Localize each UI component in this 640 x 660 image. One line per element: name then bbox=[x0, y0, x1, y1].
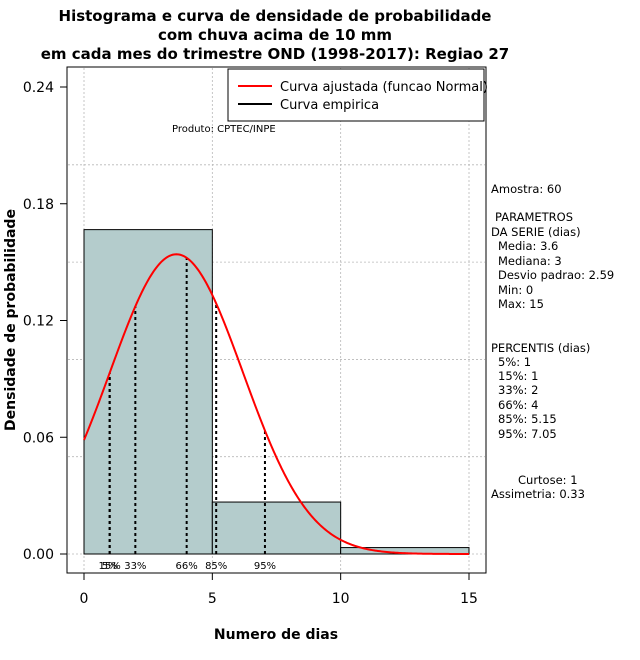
percentile-85: 85%: 5.15 bbox=[498, 412, 557, 426]
percentile-label-4: 85% bbox=[205, 561, 227, 572]
x-tick-label-3: 15 bbox=[460, 591, 478, 607]
histogram-bar-1 bbox=[211, 501, 342, 555]
stat-max: Max: 15 bbox=[498, 297, 544, 311]
y-tick-label-2: 0.12 bbox=[23, 314, 54, 330]
product-annotation: Produto: CPTEC/INPE bbox=[172, 124, 276, 135]
params-title-2: DA SERIE (dias) bbox=[491, 225, 581, 239]
stat-mean: Media: 3.6 bbox=[498, 239, 558, 253]
sample-size: Amostra: 60 bbox=[491, 182, 562, 196]
stat-median: Mediana: 3 bbox=[498, 254, 562, 268]
percentiles-title: PERCENTIS (dias) bbox=[491, 341, 590, 355]
params-title-1: PARAMETROS bbox=[495, 210, 573, 224]
legend-box bbox=[227, 68, 485, 122]
chart-title-line-3: em cada mes do trimestre OND (1998-2017)… bbox=[41, 45, 510, 63]
percentile-66: 66%: 4 bbox=[498, 398, 538, 412]
percentile-label-1: 15% bbox=[99, 561, 121, 572]
x-tick-label-1: 5 bbox=[208, 591, 217, 607]
histogram-bar-0 bbox=[83, 229, 213, 555]
stat-kurtosis: Curtose: 1 bbox=[518, 473, 578, 487]
plot-frame bbox=[66, 66, 487, 574]
statistics-panel: Amostra: 60 PARAMETROS DA SERIE (dias) M… bbox=[491, 182, 614, 501]
percentile-95: 95%: 7.05 bbox=[498, 427, 557, 441]
y-axis-label: Densidade de probabilidade bbox=[3, 209, 19, 431]
x-axis-label: Numero de dias bbox=[214, 627, 338, 643]
percentile-15: 15%: 1 bbox=[498, 369, 538, 383]
y-tick-label-1: 0.06 bbox=[23, 430, 54, 446]
percentile-33: 33%: 2 bbox=[498, 383, 538, 397]
chart-title-line-2: com chuva acima de 10 mm bbox=[158, 26, 392, 44]
percentile-label-5: 95% bbox=[254, 561, 276, 572]
percentile-5: 5%: 1 bbox=[498, 355, 531, 369]
chart-title-line-1: Histograma e curva de densidade de proba… bbox=[59, 7, 492, 25]
normal-curve bbox=[83, 253, 469, 555]
legend-label-normal: Curva ajustada (funcao Normal) bbox=[280, 80, 488, 95]
percentile-label-0: 5% bbox=[102, 561, 118, 572]
percentile-label-3: 66% bbox=[176, 561, 198, 572]
legend-label-empirical: Curva empirica bbox=[280, 98, 379, 113]
stat-stddev: Desvio padrao: 2.59 bbox=[498, 268, 614, 282]
axes: 0 5 10 15 0.00 0.06 0.12 0.18 0.24 bbox=[23, 80, 478, 607]
y-tick-label-3: 0.18 bbox=[23, 197, 54, 213]
percentile-lines: 5%15% 33% 66% 85% 95% bbox=[99, 257, 276, 572]
y-tick-label-0: 0.00 bbox=[23, 547, 54, 563]
percentile-label-2: 33% bbox=[124, 561, 146, 572]
stat-skewness: Assimetria: 0.33 bbox=[491, 487, 585, 501]
legend: Curva ajustada (funcao Normal) Curva emp… bbox=[227, 68, 488, 122]
stat-min: Min: 0 bbox=[498, 283, 533, 297]
x-tick-label-2: 10 bbox=[332, 591, 350, 607]
histogram-bars bbox=[83, 229, 470, 555]
y-tick-label-4: 0.24 bbox=[23, 80, 54, 96]
normal-curve-layer bbox=[83, 253, 469, 555]
x-tick-label-0: 0 bbox=[80, 591, 89, 607]
